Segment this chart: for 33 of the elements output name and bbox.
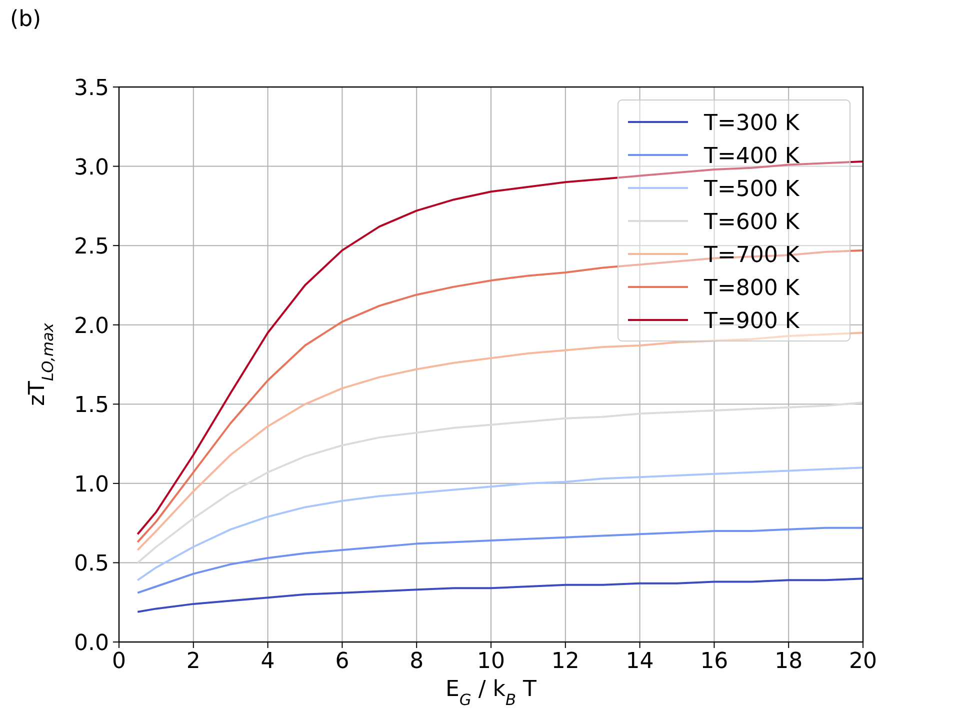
legend-label: T=900 K (703, 309, 800, 334)
legend-label: T=700 K (703, 243, 800, 268)
x-tick-label: 14 (626, 649, 654, 674)
y-tick-label: 3.0 (74, 155, 109, 180)
x-tick-label: 10 (477, 649, 505, 674)
x-tick-label: 4 (260, 649, 275, 674)
legend-label: T=400 K (703, 144, 800, 169)
y-tick-label: 2.0 (74, 314, 109, 339)
legend-label: T=600 K (703, 210, 800, 235)
line-series (136, 578, 864, 613)
x-tick-label: 2 (186, 649, 200, 674)
x-tick-label: 0 (112, 649, 126, 674)
x-axis-title: E$_{G}$ / k$_{B}$ T (446, 677, 538, 709)
legend-label: T=300 K (703, 111, 800, 136)
y-tick-label: 0.0 (74, 631, 109, 656)
line-series (136, 332, 864, 552)
line-series (136, 402, 864, 564)
x-tick-label: 6 (335, 649, 350, 674)
legend-label: T=800 K (703, 276, 800, 301)
text: (b) (10, 7, 42, 32)
y-tick-label: 1.0 (74, 472, 109, 498)
x-tick-label: 12 (551, 649, 580, 674)
y-tick-label: 1.5 (74, 393, 109, 418)
line-series (136, 466, 864, 582)
x-tick-label: 16 (700, 649, 728, 674)
x-tick-label: 20 (849, 649, 877, 674)
x-tick-label: 8 (410, 649, 424, 674)
y-tick-label: 3.5 (74, 76, 109, 101)
line-series (136, 526, 864, 594)
legend-label: T=500 K (703, 177, 800, 202)
y-tick-label: 0.5 (74, 552, 109, 577)
y-tick-label: 2.5 (74, 234, 109, 260)
x-tick-label: 18 (774, 649, 803, 674)
